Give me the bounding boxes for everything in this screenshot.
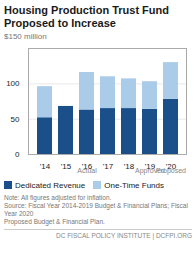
html-text:Housing Production Trust Fund: Housing Production Trust Fund xyxy=(4,4,169,16)
svg-text:50: 50 xyxy=(11,115,20,124)
html-text:DC FISCAL POLICY INSTITUTE | D: DC FISCAL POLICY INSTITUTE | DCFPI.ORG xyxy=(56,232,192,239)
svg-text:Actual: Actual xyxy=(77,167,97,174)
svg-text:'17: '17 xyxy=(103,162,114,171)
svg-text:100: 100 xyxy=(6,79,20,88)
html-text:Note: All figures adjusted for: Note: All figures adjusted for inflation… xyxy=(4,194,188,225)
svg-text:'14: '14 xyxy=(40,162,51,171)
html-text:Dedicated Revenue: Dedicated Revenue xyxy=(15,181,86,190)
svg-text:'15: '15 xyxy=(61,162,72,171)
html-text:Proposed to Increase: Proposed to Increase xyxy=(4,17,116,29)
svg-text:'18: '18 xyxy=(124,162,135,171)
html-text:One-Time Funds: One-Time Funds xyxy=(104,181,164,190)
svg-text:Approved: Approved xyxy=(135,166,165,174)
html-text:$150 million: $150 million xyxy=(4,32,47,41)
svg-text:Proposed: Proposed xyxy=(156,167,186,175)
svg-text:0: 0 xyxy=(15,150,20,159)
